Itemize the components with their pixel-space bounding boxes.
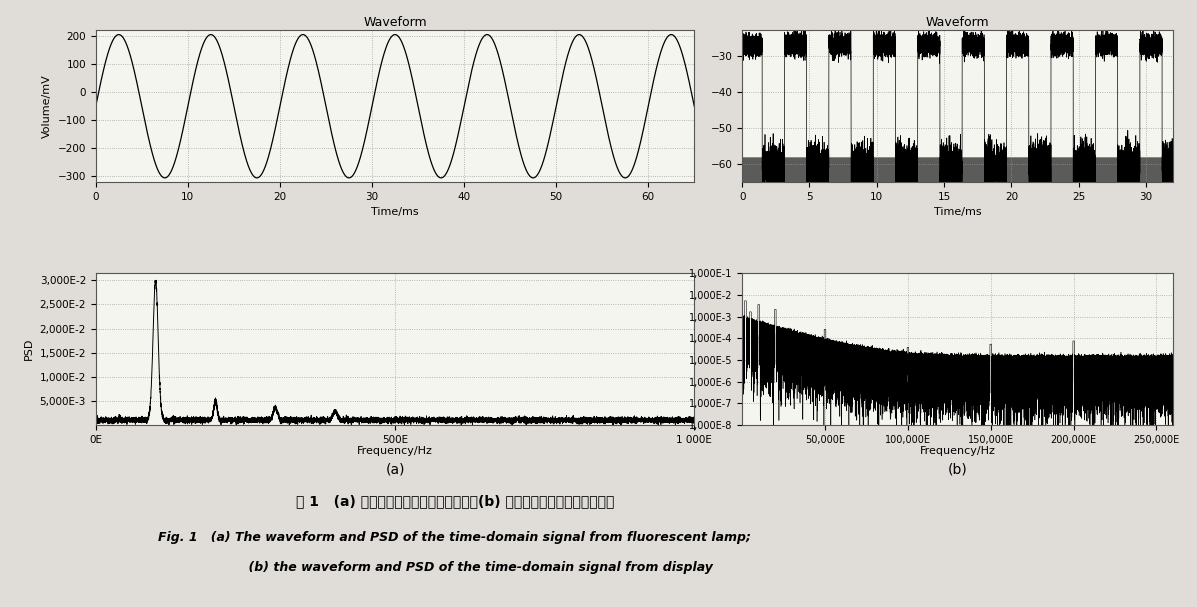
X-axis label: Frequency/Hz: Frequency/Hz [357, 446, 433, 456]
X-axis label: Time/ms: Time/ms [934, 208, 982, 217]
Text: 图 1   (a) 荺光灯时域信号及功率谱密度；(b) 显示器时域信号及功率谱密度: 图 1 (a) 荺光灯时域信号及功率谱密度；(b) 显示器时域信号及功率谱密度 [296, 493, 614, 508]
Text: (b): (b) [948, 463, 967, 476]
Y-axis label: PSD: PSD [24, 338, 34, 360]
Y-axis label: Volume/mV: Volume/mV [42, 74, 53, 138]
Text: (a): (a) [385, 463, 405, 476]
Text: Fig. 1   (a) The waveform and PSD of the time-domain signal from fluorescent lam: Fig. 1 (a) The waveform and PSD of the t… [158, 531, 752, 544]
X-axis label: Frequency/Hz: Frequency/Hz [919, 446, 996, 456]
X-axis label: Time/ms: Time/ms [371, 208, 419, 217]
Text: (b) the waveform and PSD of the time-domain signal from display: (b) the waveform and PSD of the time-dom… [196, 561, 713, 574]
Title: Waveform: Waveform [363, 16, 427, 29]
Title: Waveform: Waveform [925, 16, 990, 29]
